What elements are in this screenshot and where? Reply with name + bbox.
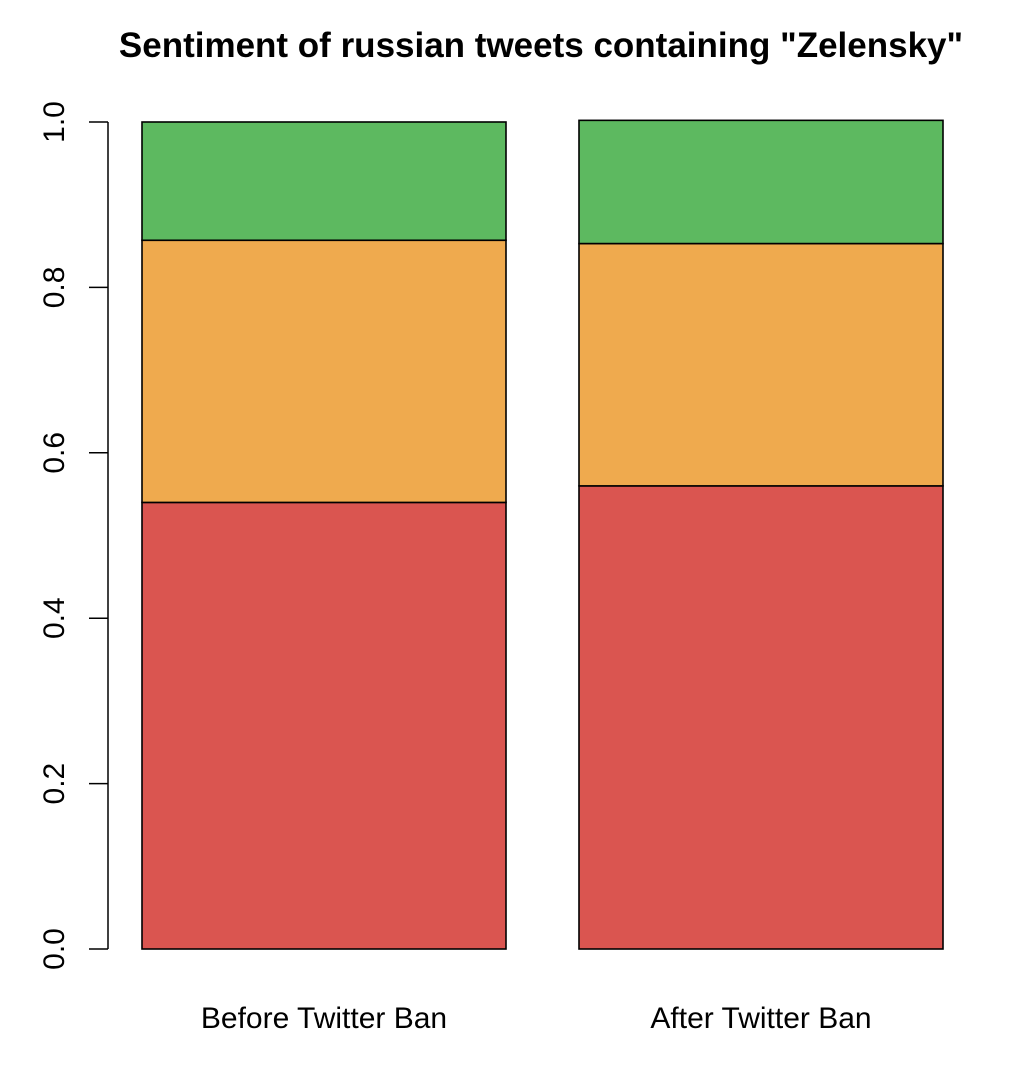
bar-segment	[141, 501, 507, 950]
y-tick-label: 0.4	[38, 597, 71, 639]
bar-segment	[578, 485, 944, 950]
bars	[141, 119, 944, 950]
bar-segment	[578, 119, 944, 245]
y-axis: 0.0 0.2 0.4 0.6 0.8 1.0	[38, 101, 109, 970]
chart-title: Sentiment of russian tweets containing "…	[119, 26, 963, 65]
y-tick-label: 0.6	[38, 432, 71, 474]
bar-segment	[141, 121, 507, 242]
category-label: After Twitter Ban	[650, 1002, 871, 1035]
y-tick-label: 0.8	[38, 267, 71, 309]
bar-segment	[578, 242, 944, 487]
y-tick-label: 0.0	[38, 928, 71, 970]
y-tick-label: 0.2	[38, 763, 71, 805]
y-tick-label: 1.0	[38, 101, 71, 143]
category-label: Before Twitter Ban	[201, 1002, 447, 1035]
x-axis-labels: Before Twitter Ban After Twitter Ban	[201, 1002, 872, 1035]
bar-segment	[141, 239, 507, 504]
